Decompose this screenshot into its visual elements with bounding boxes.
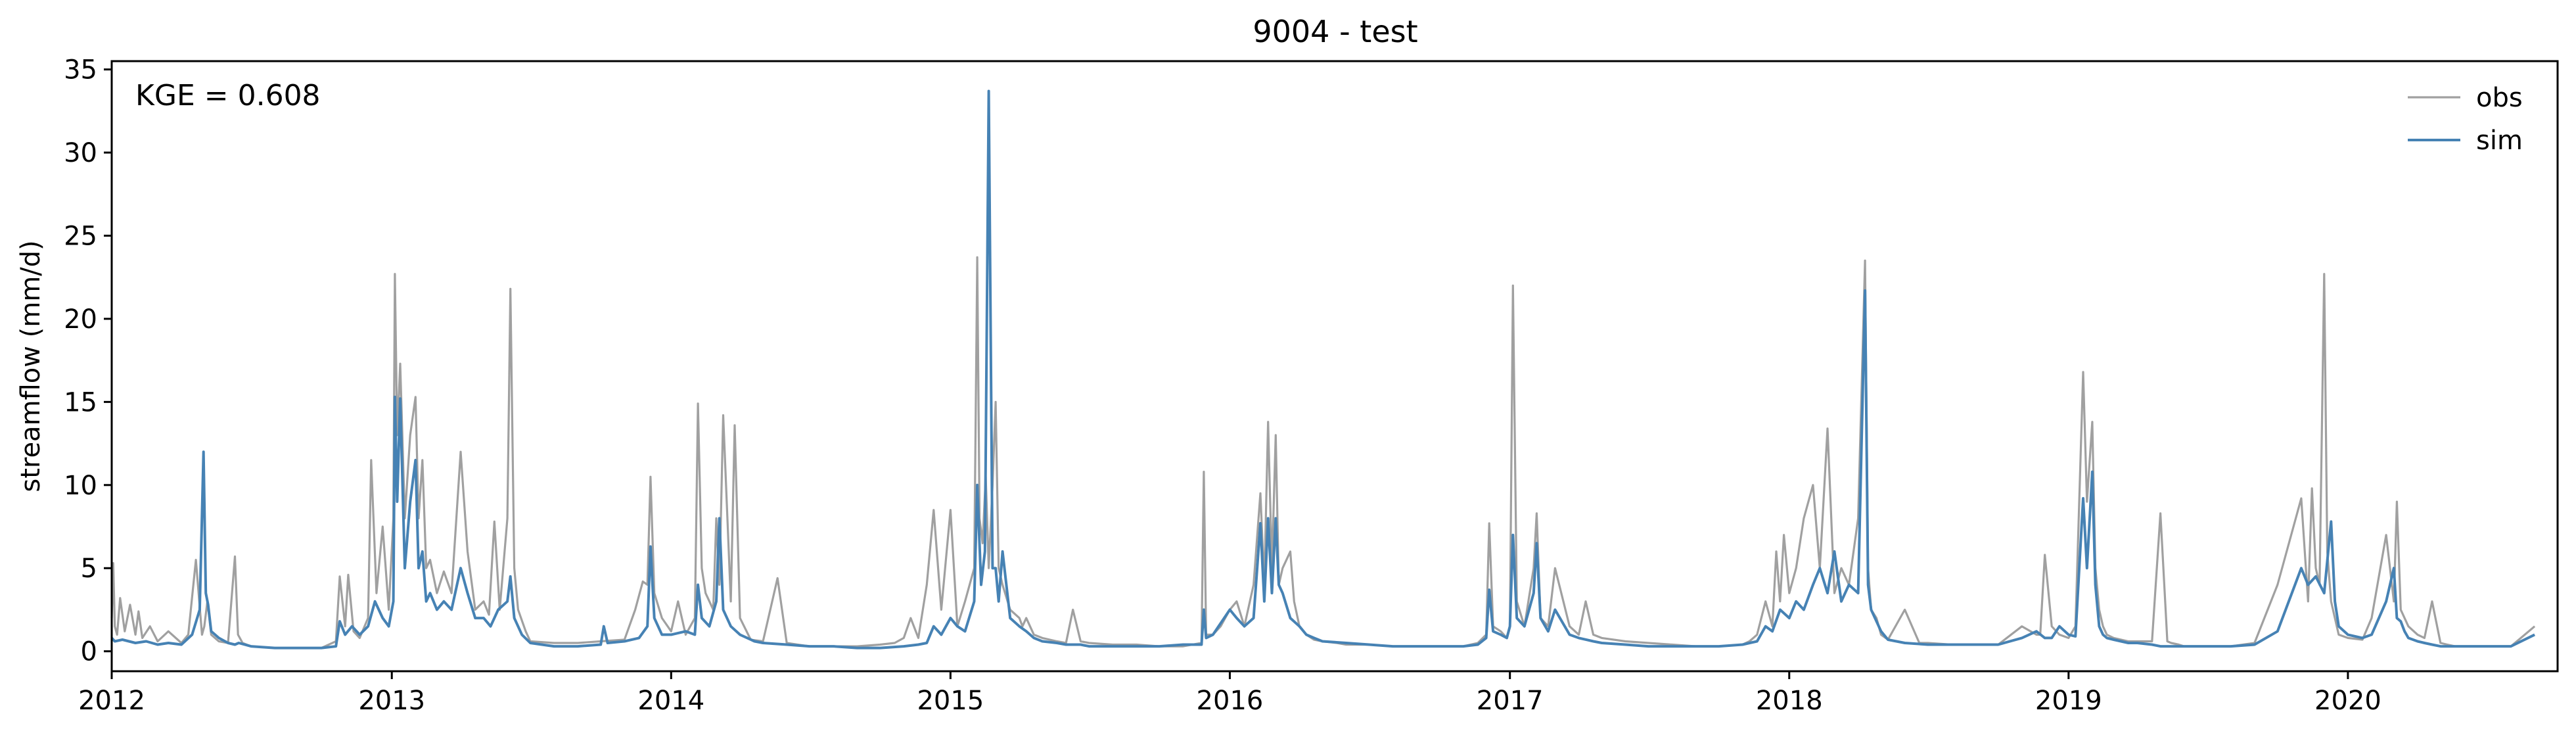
y-tick-label: 30	[64, 138, 97, 168]
x-axis: 2012 2013 2014 2015 2016 2017 2018 2019 2020	[78, 671, 2381, 716]
x-tick-label: 2016	[1197, 686, 1264, 716]
legend: obs sim	[2408, 83, 2523, 156]
plot-frame	[110, 60, 2559, 673]
y-tick-label: 15	[64, 387, 97, 417]
y-tick-label: 20	[64, 304, 97, 335]
y-tick-label: 5	[81, 554, 97, 584]
x-tick-label: 2018	[1756, 686, 1823, 716]
x-tick-label: 2019	[2035, 686, 2102, 716]
series-layer	[110, 89, 2536, 650]
x-tick-label: 2020	[2314, 686, 2381, 716]
series-line-sim	[110, 89, 2535, 650]
legend-label-obs: obs	[2476, 83, 2523, 113]
legend-label-sim: sim	[2476, 126, 2523, 156]
y-axis: 0 5 10 15 20 25 30 35	[64, 55, 112, 667]
x-tick-label: 2015	[917, 686, 984, 716]
x-tick-label: 2017	[1477, 686, 1544, 716]
x-tick-label: 2013	[358, 686, 425, 716]
x-tick-label: 2012	[78, 686, 145, 716]
y-tick-label: 25	[64, 222, 97, 252]
y-axis-label: streamflow (mm/d)	[16, 240, 46, 492]
y-tick-label: 10	[64, 471, 97, 501]
series-line-obs	[110, 256, 2536, 650]
x-tick-label: 2014	[637, 686, 704, 716]
y-tick-label: 35	[64, 55, 97, 85]
kge-annotation: KGE = 0.608	[135, 79, 321, 112]
y-tick-label: 0	[81, 637, 97, 667]
chart-title: 9004 - test	[1253, 14, 1417, 49]
